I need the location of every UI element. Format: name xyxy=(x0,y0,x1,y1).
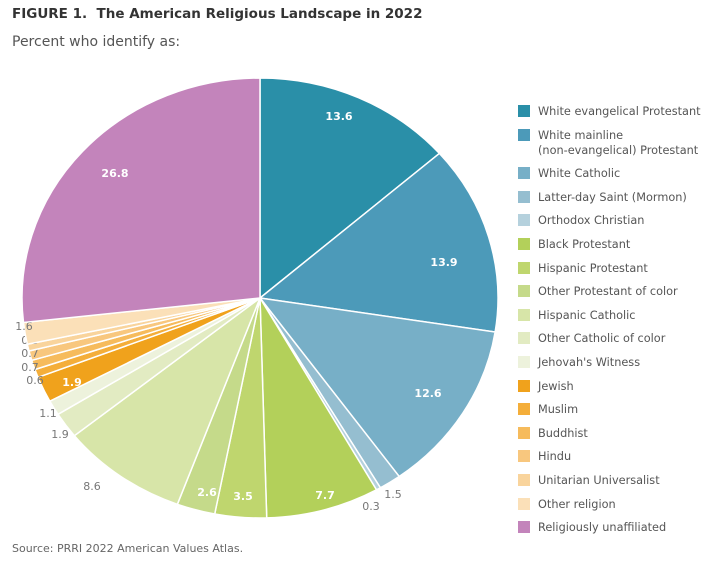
legend-item: White mainline (non-evangelical) Protest… xyxy=(518,128,718,158)
legend-swatch xyxy=(518,497,530,510)
legend-item: Jehovah's Witness xyxy=(518,355,718,370)
legend-swatch xyxy=(518,521,530,534)
legend-item: Hispanic Catholic xyxy=(518,308,718,323)
legend-item: Orthodox Christian xyxy=(518,213,718,228)
legend-swatch xyxy=(518,214,530,227)
legend-label: Latter-day Saint (Mormon) xyxy=(538,190,687,204)
legend-swatch xyxy=(518,426,530,439)
legend-label: White evangelical Protestant xyxy=(538,105,701,118)
data-label: 1.5 xyxy=(384,488,402,501)
legend-label: Hispanic Protestant xyxy=(538,261,648,275)
data-label: 26.8 xyxy=(101,167,128,180)
legend-label: Hindu xyxy=(538,450,572,464)
legend-item: Buddhist xyxy=(518,426,718,441)
legend-swatch xyxy=(518,261,530,274)
legend-label: White mainline (non-evangelical) Protest… xyxy=(538,128,699,157)
data-label: 1.9 xyxy=(62,376,82,389)
data-label: 8.6 xyxy=(83,480,101,493)
legend-item: White evangelical Protestant xyxy=(518,104,718,119)
legend-item: Muslim xyxy=(518,402,718,417)
legend-swatch xyxy=(518,128,530,141)
legend-swatch xyxy=(518,473,530,486)
data-label: 13.9 xyxy=(430,256,457,269)
pie-slice xyxy=(21,77,261,324)
data-label: 1.9 xyxy=(51,428,69,441)
legend-swatch xyxy=(518,105,530,117)
legend-item: White Catholic xyxy=(518,166,718,181)
data-label: 2.6 xyxy=(197,486,217,499)
legend-item: Hispanic Protestant xyxy=(518,261,718,276)
legend-label: Religiously unaffiliated xyxy=(538,521,667,535)
legend-swatch xyxy=(518,285,530,298)
data-label: 7.7 xyxy=(315,489,335,502)
pie-slice xyxy=(258,152,499,333)
legend: White evangelical Protestant White mainli… xyxy=(518,104,718,544)
legend-item: Religiously unaffiliated xyxy=(518,520,718,535)
pie-slice xyxy=(73,295,262,506)
source-note: Source: PRRI 2022 American Values Atlas. xyxy=(12,542,244,555)
legend-swatch xyxy=(518,450,530,463)
pie-slice xyxy=(259,77,441,300)
legend-label: White Catholic xyxy=(538,167,621,181)
data-label: 0.6 xyxy=(26,374,44,387)
data-label: 12.6 xyxy=(414,387,441,400)
data-label: 3.5 xyxy=(233,490,253,503)
legend-item: Other religion xyxy=(518,497,718,512)
legend-label: Jewish xyxy=(538,379,574,393)
legend-swatch xyxy=(518,332,530,345)
legend-label: Jehovah's Witness xyxy=(538,355,641,369)
legend-item: Unitarian Universalist xyxy=(518,473,718,488)
legend-label: Other Protestant of color xyxy=(538,285,678,299)
legend-label: Buddhist xyxy=(538,426,588,440)
data-label: 1.6 xyxy=(15,320,33,333)
data-label: 0.3 xyxy=(362,500,380,513)
legend-swatch xyxy=(518,167,530,180)
legend-item: Hindu xyxy=(518,449,718,464)
legend-swatch xyxy=(518,308,530,321)
legend-swatch xyxy=(518,355,530,368)
legend-item: Black Protestant xyxy=(518,237,718,252)
legend-label: Other Catholic of color xyxy=(538,332,666,346)
legend-label: Hispanic Catholic xyxy=(538,308,636,322)
legend-label: Unitarian Universalist xyxy=(538,473,660,487)
data-label: 0.7 xyxy=(21,361,39,374)
legend-swatch xyxy=(518,403,530,416)
data-label: 1.1 xyxy=(39,407,57,420)
legend-swatch xyxy=(518,237,530,250)
legend-item: Jewish xyxy=(518,379,718,394)
data-label: 13.6 xyxy=(325,110,352,123)
chart-title: FIGURE 1. The American Religious Landsca… xyxy=(12,6,423,22)
pie-slice xyxy=(259,295,378,519)
pie-slice xyxy=(258,296,497,478)
legend-label: Black Protestant xyxy=(538,237,631,251)
legend-item: Other Catholic of color xyxy=(518,331,718,346)
legend-swatch xyxy=(518,379,530,392)
chart-subtitle: Percent who identify as: xyxy=(12,34,181,50)
legend-swatch xyxy=(518,190,530,203)
legend-item: Other Protestant of color xyxy=(518,284,718,299)
legend-label: Muslim xyxy=(538,403,579,417)
legend-label: Other religion xyxy=(538,497,616,511)
legend-item: Latter-day Saint (Mormon) xyxy=(518,190,718,205)
legend-label: Orthodox Christian xyxy=(538,214,645,228)
